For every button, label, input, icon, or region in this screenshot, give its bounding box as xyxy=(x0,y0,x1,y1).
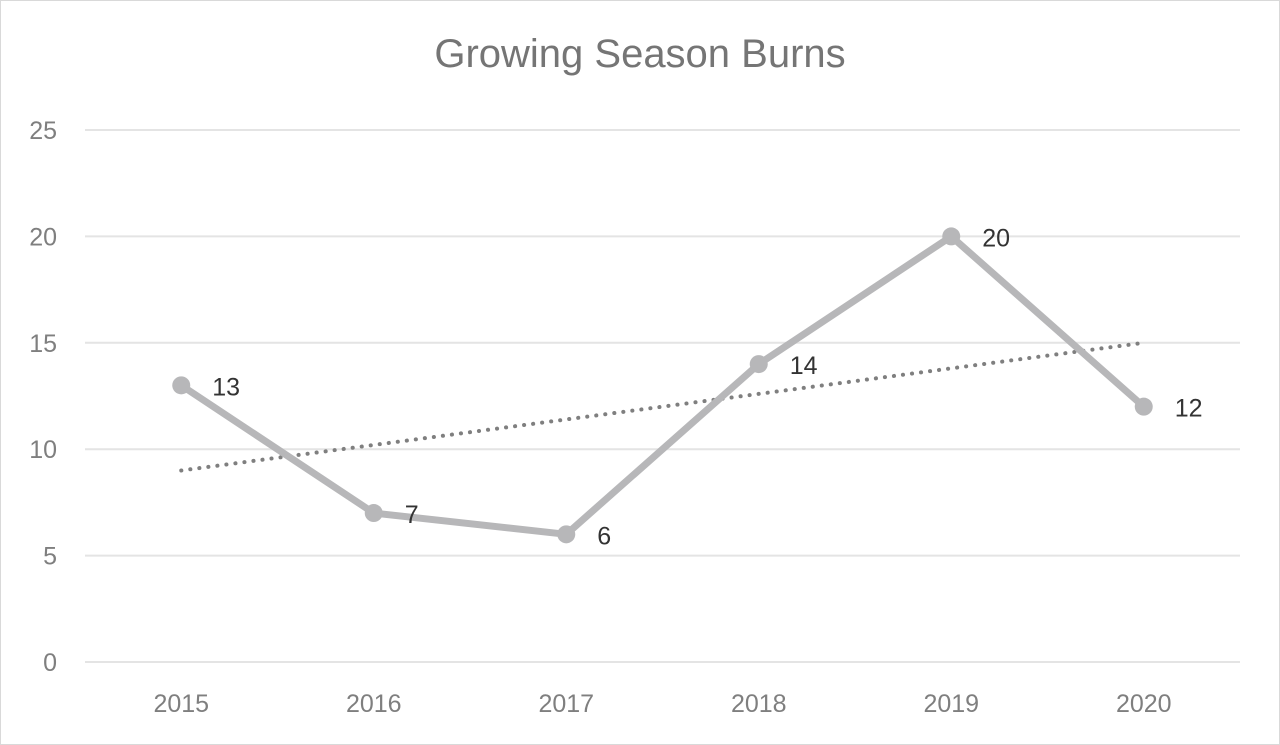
data-label: 13 xyxy=(212,373,240,401)
data-label: 14 xyxy=(790,352,818,380)
data-label: 6 xyxy=(597,522,611,550)
trendline-layer xyxy=(179,340,1146,473)
y-tick-label: 20 xyxy=(29,223,57,251)
x-tick-label: 2016 xyxy=(346,690,402,718)
series-line xyxy=(177,232,1148,538)
data-point-marker xyxy=(364,504,383,523)
y-tick-label: 10 xyxy=(29,436,57,464)
y-axis-ticks: 0 5 10 15 20 25 xyxy=(29,117,57,677)
trendline xyxy=(179,340,1146,473)
data-point-marker xyxy=(1134,397,1153,416)
data-label: 20 xyxy=(982,224,1010,252)
data-point-marker xyxy=(172,376,191,395)
x-tick-label: 2018 xyxy=(731,690,787,718)
x-tick-label: 2020 xyxy=(1116,690,1172,718)
y-tick-label: 25 xyxy=(29,117,57,145)
data-labels: 13 7 6 14 20 12 xyxy=(212,224,1202,550)
data-label: 12 xyxy=(1175,395,1203,423)
y-tick-label: 15 xyxy=(29,330,57,358)
gridlines xyxy=(85,129,1240,663)
x-tick-label: 2017 xyxy=(538,690,594,718)
x-axis-ticks: 2015 2016 2017 2018 2019 2020 xyxy=(153,690,1171,718)
data-point-marker xyxy=(749,355,768,374)
y-tick-label: 0 xyxy=(43,649,57,677)
data-label: 7 xyxy=(405,501,419,529)
data-point-marker xyxy=(942,227,961,246)
chart-title: Growing Season Burns xyxy=(434,32,846,76)
data-point-marker xyxy=(557,525,576,544)
series-layer xyxy=(172,227,1153,544)
x-tick-label: 2019 xyxy=(923,690,979,718)
y-tick-label: 5 xyxy=(43,543,57,571)
x-tick-label: 2015 xyxy=(153,690,209,718)
